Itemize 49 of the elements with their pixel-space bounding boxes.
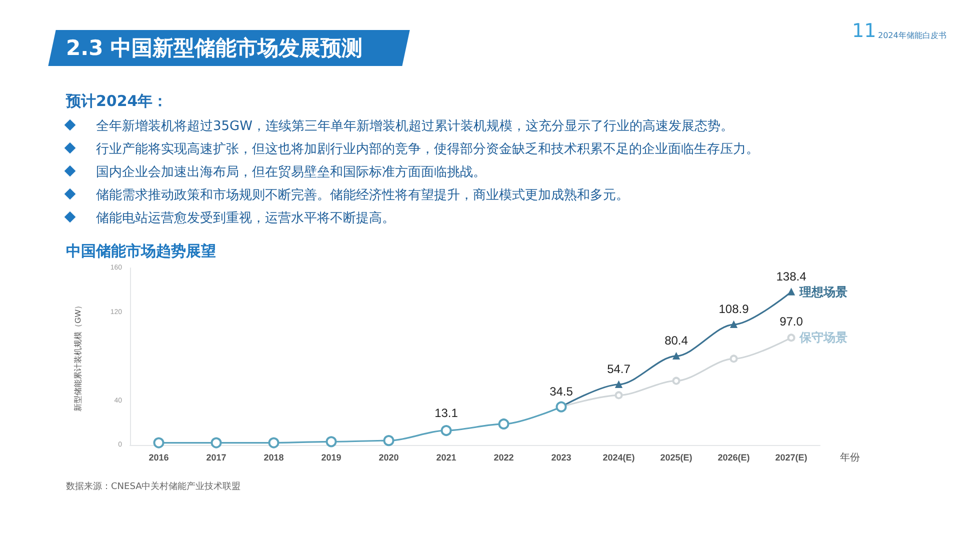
- data-label: 13.1: [434, 406, 458, 420]
- point: [498, 418, 510, 430]
- chart-subtitle: 中国储能市场趋势展望: [66, 242, 216, 261]
- text: 全年新增装机将超过35GW，连续第三年单年新增装机超过累计装机规模，这充分显示了行业的高速发展态势。: [95, 119, 734, 134]
- point: [672, 352, 680, 360]
- text: 储能电站运营愈发受到重视，运营水平将不断提高。: [95, 211, 395, 226]
- data-label: 80.4: [664, 334, 688, 348]
- x-tick-label: 2021: [436, 452, 456, 462]
- data-label: 108.9: [718, 302, 750, 316]
- x-tick-label: 2020: [378, 452, 399, 462]
- point: [210, 437, 222, 448]
- point: [614, 391, 623, 400]
- point: [326, 436, 337, 448]
- x-tick-label: 2024(E): [602, 452, 635, 462]
- text: 2024年储能白皮书: [878, 30, 946, 41]
- text: 国内企业会加速出海布局，但在贸易壁垒和国际标准方面面临挑战。: [95, 165, 486, 180]
- text: 储能需求推动政策和市场规则不断完善。储能经济性将有望提升，商业模式更加成熟和多元。: [95, 188, 629, 203]
- text: 行业产能将实现高速扩张，但这也将加剧行业内部的竞争，使得部分资金缺乏和技术积累不足的企业面临生存压力。: [95, 142, 759, 157]
- data-label: 138.4: [776, 269, 807, 284]
- x-tick-label: 2016: [148, 452, 169, 462]
- point: [788, 288, 795, 296]
- point: [730, 354, 738, 363]
- point: [730, 321, 738, 328]
- x-tick-label: 2017: [206, 452, 226, 462]
- x-tick-label: 2027(E): [775, 452, 808, 462]
- series-label: 保守场景: [798, 330, 848, 345]
- data-label: 54.7: [607, 362, 631, 376]
- x-tick-label: 2025(E): [660, 452, 692, 462]
- x-tick-label: 2022: [494, 452, 514, 462]
- data-label: 34.5: [550, 384, 574, 398]
- point: [440, 425, 452, 436]
- text: 11: [852, 20, 876, 42]
- point: [787, 334, 796, 342]
- x-axis-title: 年份: [840, 452, 860, 464]
- point: [615, 380, 622, 388]
- x-tick-label: 2018: [264, 452, 284, 462]
- point: [672, 376, 680, 385]
- point: [153, 437, 164, 448]
- data-label: 97.0: [780, 314, 804, 329]
- point: [268, 437, 280, 448]
- point: [383, 435, 394, 446]
- x-tick-label: 2019: [321, 452, 342, 462]
- series-label: 理想场景: [798, 284, 848, 299]
- text: 预计2024年：: [66, 92, 168, 111]
- source-note: 数据来源：CNESA中关村储能产业技术联盟: [66, 480, 241, 493]
- x-tick-label: 2023: [551, 452, 572, 462]
- x-tick-label: 2026(E): [718, 452, 750, 462]
- chart-title: 2.3 中国新型储能市场发展预测: [66, 35, 363, 62]
- y-axis-title: 新型储能累计装机规模（GW）: [74, 302, 82, 412]
